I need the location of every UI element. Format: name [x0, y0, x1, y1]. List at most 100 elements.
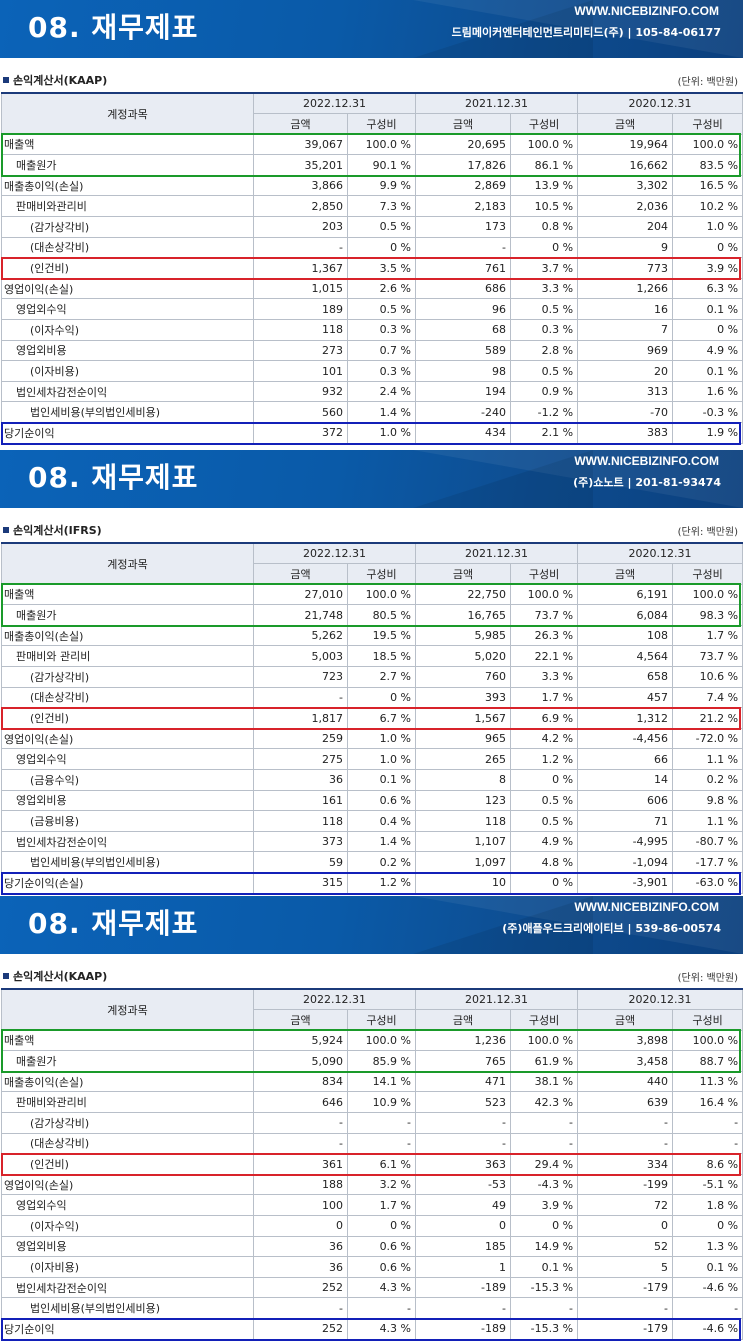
- account-name: 영업이익(손실): [1, 727, 254, 750]
- amount-cell: 1,817: [253, 707, 348, 729]
- banner-url: WWW.NICEBIZINFO.COM: [574, 454, 719, 468]
- amount-cell: 204: [577, 216, 674, 238]
- account-name: 매출액: [1, 133, 254, 156]
- amount-cell: -: [415, 1112, 512, 1134]
- amount-cell: 118: [253, 810, 348, 832]
- banner-title: 08. 재무제표: [28, 907, 199, 940]
- amount-cell: 1,266: [577, 277, 674, 300]
- account-name: 영업이익(손실): [1, 277, 254, 300]
- amount-cell: 265: [415, 748, 512, 771]
- ratio-cell: 7.4 %: [672, 686, 743, 709]
- ratio-cell: 14.1 %: [346, 1070, 417, 1093]
- amount-cell: 118: [415, 810, 512, 832]
- table-row: (인건비) 1,817 6.7 % 1,567 6.9 % 1,312 21.2 %: [1, 707, 743, 729]
- amount-cell: 189: [253, 298, 348, 321]
- banner-url: WWW.NICEBIZINFO.COM: [574, 4, 719, 18]
- table-row: 매출총이익(손실) 3,866 9.9 % 2,869 13.9 % 3,302 16.5 …: [1, 174, 743, 197]
- amount-cell: 5,003: [253, 645, 348, 668]
- table-row: 판매비와관리비 646 10.9 % 523 42.3 % 639 16.4 %: [1, 1091, 743, 1114]
- amount-cell: 16,662: [577, 154, 674, 176]
- amount-cell: 39,067: [253, 133, 348, 156]
- amount-cell: -4,456: [577, 727, 674, 750]
- amount-cell: -: [577, 1132, 674, 1155]
- ratio-cell: 100.0 %: [346, 583, 417, 606]
- ratio-cell: 73.7 %: [672, 645, 743, 668]
- ratio-cell: 0.3 %: [346, 319, 417, 341]
- ratio-cell: 100.0 %: [346, 1029, 417, 1052]
- amount-cell: 36: [253, 1235, 348, 1258]
- ratio-cell: 13.9 %: [510, 174, 579, 197]
- amount-cell: 98: [415, 360, 512, 382]
- ratio-cell: -: [510, 1132, 579, 1155]
- ratio-cell: 0.6 %: [346, 1256, 417, 1278]
- account-name: 법인세비용(부의법인세비용): [1, 401, 254, 423]
- amount-cell: 383: [577, 422, 674, 444]
- ratio-cell: 61.9 %: [510, 1050, 579, 1072]
- period-header: 2020.12.31: [577, 542, 743, 565]
- amount-cell: 275: [253, 748, 348, 771]
- ratio-cell: 100.0 %: [510, 133, 579, 156]
- ratio-cell: 0.9 %: [510, 380, 579, 403]
- ratio-cell: 0.5 %: [510, 298, 579, 321]
- amount-cell: 773: [577, 257, 674, 279]
- amount-cell: 36: [253, 769, 348, 791]
- ratio-header: 구성비: [510, 113, 579, 135]
- account-name: (이자수익): [1, 1215, 254, 1237]
- amount-cell: 0: [577, 1215, 674, 1237]
- amount-cell: -: [253, 236, 348, 259]
- ratio-cell: 100.0 %: [346, 133, 417, 156]
- banner-decoration: [413, 896, 743, 954]
- ratio-cell: 73.7 %: [510, 604, 579, 626]
- ratio-cell: 1.7 %: [672, 624, 743, 647]
- amount-cell: 20: [577, 360, 674, 382]
- amount-cell: 6,084: [577, 604, 674, 626]
- account-name: (인건비): [1, 707, 254, 729]
- ratio-cell: -72.0 %: [672, 727, 743, 750]
- account-header: 계정과목: [1, 91, 254, 135]
- table-row: 매출총이익(손실) 5,262 19.5 % 5,985 26.3 % 108 1.7 %: [1, 624, 743, 647]
- amount-cell: 188: [253, 1173, 348, 1196]
- ratio-cell: 0 %: [510, 236, 579, 259]
- amount-cell: 2,869: [415, 174, 512, 197]
- ratio-cell: 3.9 %: [510, 1194, 579, 1217]
- ratio-cell: 0 %: [672, 1215, 743, 1237]
- ratio-cell: 1.6 %: [672, 380, 743, 403]
- period-header: 2020.12.31: [577, 988, 743, 1011]
- ratio-cell: 29.4 %: [510, 1153, 579, 1175]
- amount-cell: 765: [415, 1050, 512, 1072]
- ratio-cell: -80.7 %: [672, 830, 743, 853]
- ratio-cell: -15.3 %: [510, 1276, 579, 1299]
- table-row: 법인세비용(부의법인세비용) 59 0.2 % 1,097 4.8 % -1,094 -17…: [1, 851, 743, 873]
- ratio-cell: -: [510, 1297, 579, 1319]
- amount-header: 금액: [253, 563, 348, 585]
- account-name: 판매비와관리비: [1, 195, 254, 218]
- ratio-cell: 0 %: [346, 236, 417, 259]
- amount-cell: 440: [577, 1070, 674, 1093]
- amount-cell: 2,850: [253, 195, 348, 218]
- amount-cell: 1: [415, 1256, 512, 1278]
- report-banner: 08. 재무제표 WWW.NICEBIZINFO.COM (주)애플우드크리에이…: [0, 896, 743, 954]
- ratio-cell: 0.8 %: [510, 216, 579, 238]
- ratio-cell: 86.1 %: [510, 154, 579, 176]
- ratio-cell: -1.2 %: [510, 401, 579, 423]
- ratio-cell: 83.5 %: [672, 154, 743, 176]
- amount-cell: -: [577, 1112, 674, 1134]
- ratio-header: 구성비: [672, 1009, 743, 1031]
- account-name: 당기순이익: [1, 1318, 254, 1340]
- account-name: (감가상각비): [1, 216, 254, 238]
- amount-header: 금액: [415, 1009, 512, 1031]
- account-name: 매출원가: [1, 154, 254, 176]
- ratio-cell: 1.2 %: [510, 748, 579, 771]
- ratio-cell: 18.5 %: [346, 645, 417, 668]
- account-name: (감가상각비): [1, 1112, 254, 1134]
- ratio-cell: 1.1 %: [672, 810, 743, 832]
- period-header: 2022.12.31: [252, 542, 417, 565]
- ratio-cell: 1.0 %: [346, 727, 417, 750]
- period-header: 2021.12.31: [415, 542, 579, 565]
- period-header: 2022.12.31: [252, 988, 417, 1011]
- amount-header: 금액: [253, 113, 348, 135]
- ratio-cell: 21.2 %: [672, 707, 743, 729]
- amount-cell: 35,201: [253, 154, 348, 176]
- ratio-cell: 88.7 %: [672, 1050, 743, 1072]
- ratio-cell: -: [346, 1112, 417, 1134]
